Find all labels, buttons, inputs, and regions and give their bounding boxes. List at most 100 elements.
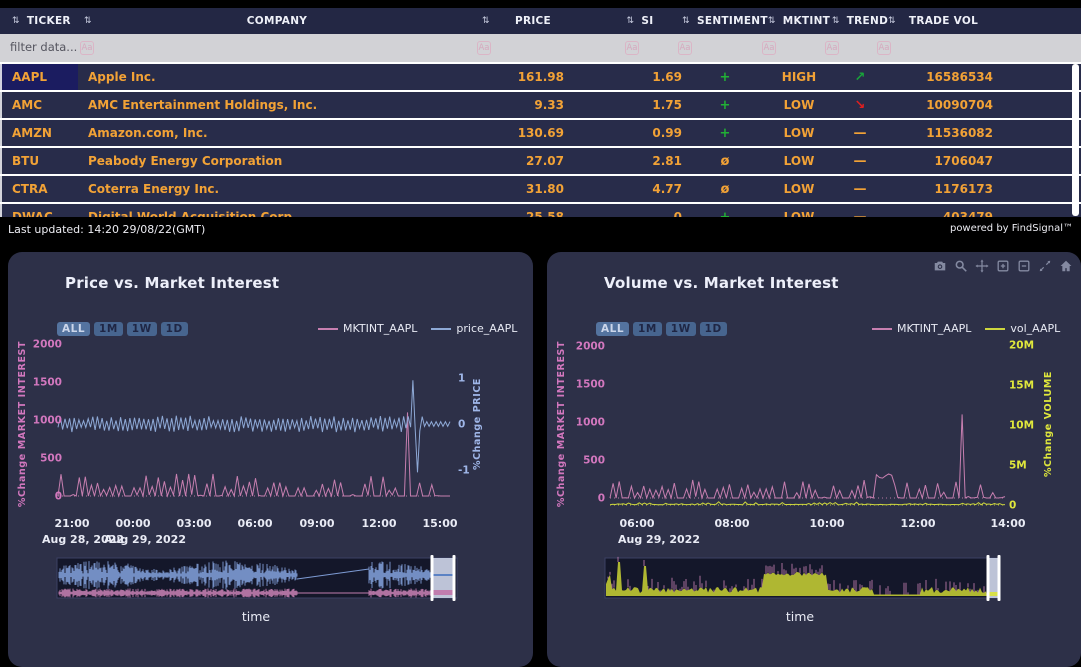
cell-si[interactable]: 4.77 (590, 176, 690, 202)
table-row[interactable]: BTUPeabody Energy Corporation27.072.81øL… (0, 146, 1081, 174)
table-row[interactable]: AAPLApple Inc.161.981.69+HIGH↗16586534 (0, 62, 1081, 90)
case-sensitivity-toggle[interactable]: Aa (80, 41, 94, 55)
cell-trend[interactable]: — (838, 148, 882, 174)
range-button-1w[interactable]: 1W (127, 322, 157, 336)
cell-trend[interactable]: ↗ (838, 64, 882, 90)
table-scrollbar[interactable] (1072, 64, 1079, 216)
cell-ticker[interactable]: DWAC (0, 204, 78, 217)
filter-input[interactable] (8, 39, 148, 55)
zoom-out-icon[interactable] (1017, 259, 1031, 273)
column-header-sentiment[interactable]: ⇅SENTIMENT (690, 8, 760, 34)
legend-item-MKTINT_AAPL[interactable]: MKTINT_AAPL (318, 322, 417, 335)
cell-si[interactable]: 1.75 (590, 92, 690, 118)
price-chart-plot[interactable]: 0500100015002000-10121:0000:0003:0006:00… (8, 252, 533, 667)
camera-icon[interactable] (933, 259, 947, 273)
cell-trade_vol[interactable]: 403479 (882, 204, 1005, 217)
reset-home-icon[interactable] (1059, 259, 1073, 273)
cell-mktint[interactable]: LOW (760, 120, 838, 146)
cell-trend[interactable]: — (838, 176, 882, 202)
cell-si[interactable]: 0 (590, 204, 690, 217)
cell-mktint[interactable]: LOW (760, 204, 838, 217)
cell-price[interactable]: 130.69 (476, 120, 590, 146)
column-header-trade_vol[interactable]: ⇅TRADE VOL (882, 8, 1005, 34)
case-sensitivity-toggle[interactable]: Aa (625, 41, 639, 55)
cell-company[interactable]: Peabody Energy Corporation (78, 148, 476, 174)
cell-sentiment[interactable]: ø (690, 148, 760, 174)
cell-company[interactable]: Apple Inc. (78, 64, 476, 90)
column-header-price[interactable]: ⇅PRICE (476, 8, 590, 34)
sort-icon[interactable]: ⇅ (84, 16, 92, 26)
cell-ticker[interactable]: CTRA (0, 176, 78, 202)
sort-icon[interactable]: ⇅ (768, 16, 776, 26)
sort-icon[interactable]: ⇅ (682, 16, 690, 26)
legend-item-vol_AAPL[interactable]: vol_AAPL (985, 322, 1060, 335)
cell-trade_vol[interactable]: 16586534 (882, 64, 1005, 90)
cell-mktint[interactable]: LOW (760, 92, 838, 118)
cell-trend[interactable]: — (838, 204, 882, 217)
sort-icon[interactable]: ⇅ (12, 16, 20, 26)
cell-company[interactable]: Coterra Energy Inc. (78, 176, 476, 202)
cell-price[interactable]: 25.58 (476, 204, 590, 217)
range-button-1m[interactable]: 1M (633, 322, 662, 336)
cell-company[interactable]: Amazon.com, Inc. (78, 120, 476, 146)
pan-icon[interactable] (975, 259, 989, 273)
volume-chart-plot[interactable]: 050010001500200005M10M15M20M06:0008:0010… (547, 252, 1081, 667)
cell-ticker[interactable]: BTU (0, 148, 78, 174)
cell-ticker[interactable]: AMZN (0, 120, 78, 146)
column-header-si[interactable]: ⇅SI (590, 8, 690, 34)
sort-icon[interactable]: ⇅ (627, 16, 635, 26)
range-button-all[interactable]: ALL (57, 322, 90, 336)
cell-ticker[interactable]: AAPL (0, 64, 78, 90)
cell-sentiment[interactable]: + (690, 64, 760, 90)
zoom-in-icon[interactable] (996, 259, 1010, 273)
case-sensitivity-toggle[interactable]: Aa (678, 41, 692, 55)
legend-item-price_AAPL[interactable]: price_AAPL (431, 322, 517, 335)
cell-sentiment[interactable]: ø (690, 176, 760, 202)
column-header-company[interactable]: ⇅COMPANY (78, 8, 476, 34)
table-row[interactable]: AMZNAmazon.com, Inc.130.690.99+LOW—11536… (0, 118, 1081, 146)
table-row[interactable]: CTRACoterra Energy Inc.31.804.77øLOW—117… (0, 174, 1081, 202)
cell-si[interactable]: 2.81 (590, 148, 690, 174)
sort-icon[interactable]: ⇅ (482, 16, 490, 26)
legend-item-MKTINT_AAPL[interactable]: MKTINT_AAPL (872, 322, 971, 335)
rangeslider-handle[interactable] (987, 555, 990, 601)
cell-price[interactable]: 31.80 (476, 176, 590, 202)
cell-si[interactable]: 0.99 (590, 120, 690, 146)
cell-sentiment[interactable]: + (690, 204, 760, 217)
case-sensitivity-toggle[interactable]: Aa (762, 41, 776, 55)
cell-si[interactable]: 1.69 (590, 64, 690, 90)
cell-price[interactable]: 161.98 (476, 64, 590, 90)
range-button-1m[interactable]: 1M (94, 322, 123, 336)
case-sensitivity-toggle[interactable]: Aa (877, 41, 891, 55)
cell-price[interactable]: 9.33 (476, 92, 590, 118)
range-button-all[interactable]: ALL (596, 322, 629, 336)
cell-mktint[interactable]: LOW (760, 148, 838, 174)
cell-ticker[interactable]: AMC (0, 92, 78, 118)
zoom-icon[interactable] (954, 259, 968, 273)
table-row[interactable]: AMCAMC Entertainment Holdings, Inc.9.331… (0, 90, 1081, 118)
column-header-mktint[interactable]: ⇅MKTINT (760, 8, 838, 34)
range-button-1d[interactable]: 1D (700, 322, 727, 336)
cell-price[interactable]: 27.07 (476, 148, 590, 174)
cell-trade_vol[interactable]: 1176173 (882, 176, 1005, 202)
cell-trade_vol[interactable]: 10090704 (882, 92, 1005, 118)
range-button-1d[interactable]: 1D (161, 322, 188, 336)
rangeslider-handle[interactable] (453, 555, 456, 601)
table-row[interactable]: DWACDigital World Acquisition Corp.25.58… (0, 202, 1081, 217)
cell-sentiment[interactable]: + (690, 120, 760, 146)
cell-trend[interactable]: ↘ (838, 92, 882, 118)
cell-mktint[interactable]: HIGH (760, 64, 838, 90)
sort-icon[interactable]: ⇅ (832, 16, 840, 26)
range-button-1w[interactable]: 1W (666, 322, 696, 336)
cell-trade_vol[interactable]: 1706047 (882, 148, 1005, 174)
case-sensitivity-toggle[interactable]: Aa (477, 41, 491, 55)
rangeslider-handle[interactable] (998, 555, 1001, 601)
cell-sentiment[interactable]: + (690, 92, 760, 118)
cell-company[interactable]: AMC Entertainment Holdings, Inc. (78, 92, 476, 118)
cell-trade_vol[interactable]: 11536082 (882, 120, 1005, 146)
case-sensitivity-toggle[interactable]: Aa (825, 41, 839, 55)
column-header-ticker[interactable]: ⇅TICKER (0, 8, 78, 34)
cell-mktint[interactable]: LOW (760, 176, 838, 202)
column-header-trend[interactable]: ⇅TREND (838, 8, 882, 34)
cell-company[interactable]: Digital World Acquisition Corp. (78, 204, 476, 217)
